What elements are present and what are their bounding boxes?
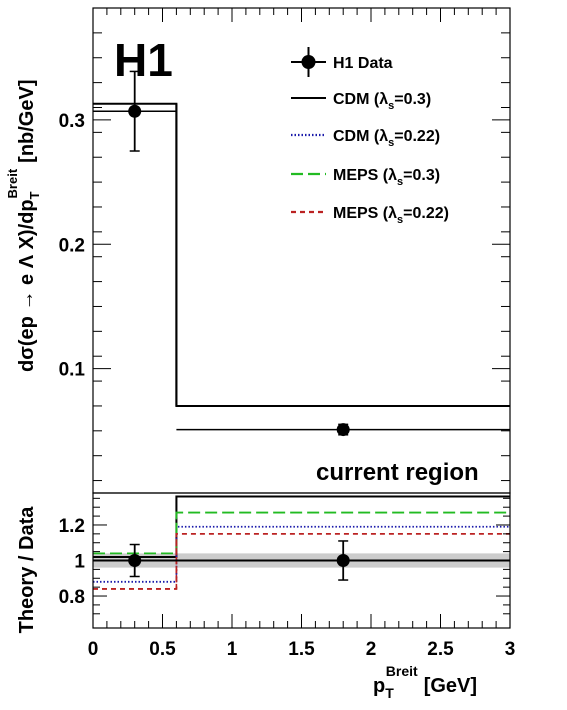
data-point-0-marker <box>128 104 142 118</box>
x-tick-label: 1.5 <box>288 639 315 660</box>
legend-label: CDM (λs=0.22) <box>333 128 440 149</box>
x-axis-label: pTBreit[GeV] <box>373 663 477 701</box>
legend-label: H1 Data <box>333 55 393 72</box>
series-line-cdm-0-3 <box>93 102 510 407</box>
y-tick-label: 0.3 <box>59 111 85 132</box>
brand-label: H1 <box>114 34 173 86</box>
ratio-point-0-marker <box>128 554 142 567</box>
legend-label: MEPS (λs=0.3) <box>333 167 440 188</box>
x-tick-label: 0.5 <box>149 639 176 660</box>
x-tick-label: 2 <box>366 639 377 660</box>
ratio-y-tick-label: 1 <box>74 552 85 573</box>
ratio-point-1-marker <box>336 554 350 567</box>
ratio-panel: 0.8 1 1.2 0 0.5 1 1.5 2 2.5 3 <box>59 492 516 660</box>
legend: H1 Data CDM (λs=0.3) CDM (λs=0.22) MEPS (λs… <box>291 47 449 226</box>
x-tick-label: 1 <box>227 639 238 660</box>
data-point-1-marker <box>336 423 350 437</box>
x-tick-label: 0 <box>88 639 99 660</box>
x-tick-label: 2.5 <box>427 639 454 660</box>
ratio-series-line-1 <box>93 525 510 583</box>
legend-marker-dot <box>301 55 316 69</box>
x-tick-label: 3 <box>505 639 516 660</box>
region-label: current region <box>316 459 479 486</box>
ratio-y-axis-label: Theory / Data <box>16 506 38 634</box>
ratio-y-tick-label: 0.8 <box>59 587 85 608</box>
y-tick-label: 0.2 <box>59 235 85 256</box>
y-axis-label-main: dσ(ep → e Λ X)/dpTBreit[nb/GeV] <box>5 80 42 373</box>
legend-label: MEPS (λs=0.22) <box>333 205 449 226</box>
y-tick-label: 0.1 <box>59 360 86 381</box>
legend-label: CDM (λs=0.3) <box>333 91 431 112</box>
ratio-y-tick-label: 1.2 <box>59 516 85 537</box>
